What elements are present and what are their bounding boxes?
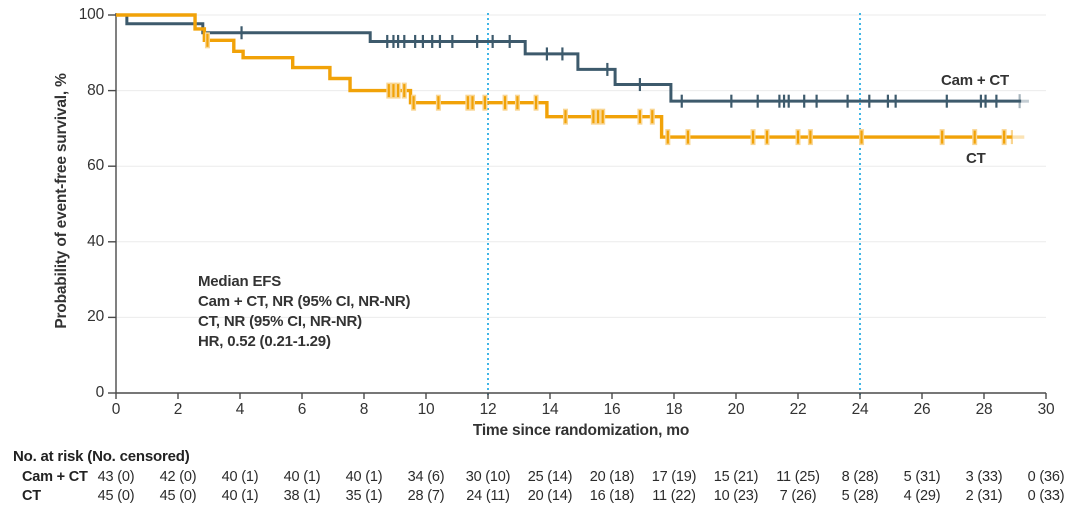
risk-value: 8 (28) <box>841 469 879 485</box>
risk-value: 11 (25) <box>776 469 820 485</box>
risk-value: 10 (23) <box>713 488 759 504</box>
risk-value: 20 (18) <box>589 469 635 485</box>
x-tick-label-10: 10 <box>417 401 435 418</box>
risk-table-header: No. at risk (No. censored) <box>13 448 190 465</box>
risk-value: 40 (1) <box>283 469 321 485</box>
x-tick-label-12: 12 <box>479 401 497 418</box>
x-tick-label-28: 28 <box>975 401 993 418</box>
x-tick-label-8: 8 <box>359 401 369 418</box>
risk-value: 15 (21) <box>713 469 759 485</box>
annotation-hr: HR, 0.52 (0.21-1.29) <box>198 333 331 350</box>
y-tick-label-100: 100 <box>78 6 104 23</box>
risk-value: 42 (0) <box>159 469 197 485</box>
x-tick-label-0: 0 <box>111 401 121 418</box>
annotation-ct: CT, NR (95% CI, NR-NR) <box>198 313 362 330</box>
x-tick-label-24: 24 <box>851 401 869 418</box>
median-efs-annotation: Median EFS Cam + CT, NR (95% CI, NR-NR) … <box>198 272 411 352</box>
x-tick-label-6: 6 <box>297 401 307 418</box>
x-tick-label-20: 20 <box>727 401 745 418</box>
risk-value: 7 (26) <box>779 488 817 504</box>
risk-value: 34 (6) <box>407 469 445 485</box>
risk-value: 45 (0) <box>97 488 135 504</box>
x-tick-label-16: 16 <box>603 401 621 418</box>
y-tick-label-80: 80 <box>87 81 104 99</box>
risk-value: 38 (1) <box>283 488 321 504</box>
curve-cam-ct <box>116 13 1022 103</box>
x-tick-label-30: 30 <box>1037 401 1055 418</box>
curve-label-cam-ct: Cam + CT <box>941 72 1010 89</box>
y-axis-title: Probability of event-free survival, % <box>53 73 70 329</box>
risk-value: 43 (0) <box>97 469 135 485</box>
y-tick-label-60: 60 <box>87 157 104 175</box>
x-tick-label-4: 4 <box>235 401 245 418</box>
x-tick-label-14: 14 <box>541 401 559 418</box>
risk-value: 40 (1) <box>345 469 383 485</box>
annotation-median-efs: Median EFS <box>198 273 282 290</box>
annotation-cam-ct: Cam + CT, NR (95% CI, NR-NR) <box>198 293 411 310</box>
risk-value: 2 (31) <box>965 488 1003 504</box>
risk-value: 4 (29) <box>903 488 941 504</box>
curve-ct <box>116 13 1012 139</box>
x-axis-title: Time since randomization, mo <box>472 422 690 439</box>
x-tick-label-2: 2 <box>173 401 183 418</box>
risk-value: 3 (33) <box>965 469 1003 485</box>
y-tick-label-40: 40 <box>87 232 104 250</box>
y-tick-label-20: 20 <box>87 308 104 326</box>
risk-value: 0 (33) <box>1027 488 1065 504</box>
x-tick-label-26: 26 <box>913 401 931 418</box>
x-tick-label-22: 22 <box>789 401 807 418</box>
curve-label-ct: CT <box>966 150 986 167</box>
x-tick-label-18: 18 <box>665 401 683 418</box>
risk-row-label-ct: CT <box>22 488 41 504</box>
risk-value: 5 (31) <box>903 469 941 485</box>
y-tick-label-0: 0 <box>95 384 105 401</box>
risk-value: 30 (10) <box>465 469 511 485</box>
risk-value: 0 (36) <box>1027 469 1065 485</box>
risk-value: 40 (1) <box>221 469 259 485</box>
risk-value: 24 (11) <box>466 488 510 504</box>
risk-value: 5 (28) <box>841 488 879 504</box>
risk-value: 45 (0) <box>159 488 197 504</box>
risk-value: 35 (1) <box>345 488 383 504</box>
risk-row-label-cam-ct: Cam + CT <box>22 469 88 485</box>
risk-value: 20 (14) <box>527 488 573 504</box>
risk-value: 40 (1) <box>221 488 259 504</box>
risk-value: 25 (14) <box>527 469 573 485</box>
risk-value: 28 (7) <box>407 488 445 504</box>
risk-value: 17 (19) <box>651 469 697 485</box>
risk-value: 11 (22) <box>652 488 696 504</box>
risk-value: 16 (18) <box>589 488 635 504</box>
